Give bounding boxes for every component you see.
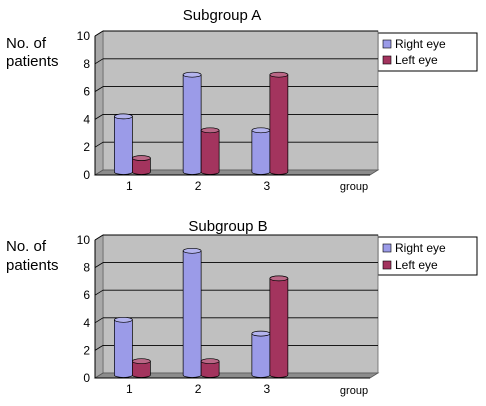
chart-title: Subgroup B: [188, 218, 267, 235]
y-tick-label: 0: [83, 168, 90, 182]
bar-top: [114, 316, 133, 323]
y-axis-label-line-1: No. of: [6, 35, 47, 52]
x-axis-label: group: [340, 385, 368, 397]
bar-left-eye-group-3: [269, 71, 289, 175]
plot-back-wall: [102, 30, 379, 171]
bar-top: [132, 358, 151, 365]
legend-swatch-right-eye: [382, 39, 392, 49]
chart-subgroup-b: Subgroup B No. of patients group Right e…: [6, 218, 478, 397]
legend-swatch-left-eye: [382, 55, 392, 65]
bar-body: [182, 74, 202, 175]
y-tick-label: 4: [83, 112, 90, 126]
plot-side-wall: [94, 30, 104, 176]
bar-body: [269, 278, 289, 378]
chart-title: Subgroup A: [183, 7, 261, 24]
gridline-side: [94, 345, 104, 351]
bar-right-eye-group-1: [114, 113, 133, 175]
y-tick-label: 6: [83, 288, 90, 302]
bar-body: [182, 250, 202, 378]
x-axis-label: group: [340, 181, 368, 193]
bar-top: [251, 330, 271, 337]
x-tick-label: 3: [264, 179, 271, 193]
bar-body: [200, 360, 220, 378]
bar-body: [251, 333, 271, 378]
bar-top: [114, 113, 133, 120]
bar-top: [200, 127, 220, 134]
gridline-side: [94, 58, 104, 65]
legend: Right eye Left eye: [377, 32, 478, 72]
gridline-side: [94, 141, 104, 148]
y-tick-label: 4: [83, 316, 90, 330]
bar-top: [182, 247, 202, 254]
y-tick-label: 2: [83, 343, 90, 357]
bar-top: [251, 127, 271, 134]
legend-box: [377, 32, 478, 72]
bar-right-eye-group-3: [251, 127, 271, 175]
y-tick-label: 10: [77, 29, 91, 43]
bar-left-eye-group-3: [269, 275, 289, 378]
x-tick-label: 3: [264, 382, 271, 396]
y-tick-label: 0: [83, 371, 90, 385]
x-tick-label: 2: [195, 382, 202, 396]
bar-right-eye-group-2: [182, 247, 202, 378]
gridline-side: [94, 86, 104, 92]
bar-body: [114, 116, 133, 175]
bar-right-eye-group-1: [114, 316, 133, 378]
bar-left-eye-group-2: [200, 127, 220, 175]
bar-top: [269, 71, 289, 78]
y-tick-label: 2: [83, 140, 90, 154]
bar-body: [269, 74, 289, 175]
bar-top: [132, 155, 151, 161]
x-tick-label: 1: [126, 179, 133, 193]
bar-top: [269, 275, 289, 282]
bar-top: [200, 358, 220, 365]
y-tick-label: 8: [83, 261, 90, 275]
gridline-side: [94, 114, 104, 120]
x-tick-label: 1: [126, 382, 133, 396]
y-tick-label: 10: [77, 233, 91, 247]
bar-body: [132, 360, 151, 378]
bar-right-eye-group-3: [251, 330, 271, 378]
gridline-side: [94, 30, 104, 37]
gridline-side: [94, 262, 104, 268]
plot-side-wall: [94, 234, 104, 379]
y-tick-label: 6: [83, 85, 90, 99]
bar-left-eye-group-1: [132, 358, 151, 378]
legend-label-left-eye: Left eye: [395, 53, 438, 67]
legend-swatch-left-eye: [382, 260, 392, 270]
bar-top: [182, 71, 202, 78]
plot-back-wall: [102, 234, 379, 374]
bar-left-eye-group-1: [132, 155, 151, 175]
bar-left-eye-group-2: [200, 358, 220, 378]
y-axis-label-line-1: No. of: [6, 238, 47, 255]
chart-subgroup-a: Subgroup A No. of patients group Right e…: [6, 7, 478, 193]
legend-label-left-eye: Left eye: [395, 258, 438, 272]
y-axis-label-line-2: patients: [6, 257, 59, 274]
y-axis-label-line-2: patients: [6, 53, 59, 70]
legend-label-right-eye: Right eye: [395, 241, 446, 255]
gridline-side: [94, 317, 104, 324]
gridline-side: [94, 234, 104, 241]
bar-body: [132, 157, 151, 175]
bar-right-eye-group-2: [182, 71, 202, 175]
gridline-side: [94, 289, 104, 296]
bar-body: [200, 129, 220, 175]
legend-label-right-eye: Right eye: [395, 37, 446, 51]
bar-body: [114, 319, 133, 378]
y-tick-label: 8: [83, 57, 90, 71]
x-tick-label: 2: [195, 179, 202, 193]
legend-swatch-right-eye: [382, 243, 392, 253]
legend: Right eye Left eye: [377, 236, 478, 276]
bar-body: [251, 129, 271, 175]
